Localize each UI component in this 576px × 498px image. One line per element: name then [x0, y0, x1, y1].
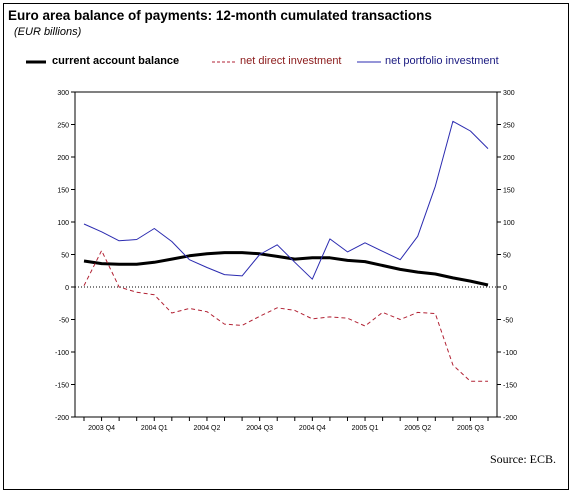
y-tick-label-left: 150	[57, 188, 69, 195]
x-tick-label: 2003 Q4	[88, 425, 115, 432]
y-tick-label-right: -150	[503, 383, 517, 390]
y-tick-label-right: -100	[503, 350, 517, 357]
y-tick-label-right: 150	[503, 188, 515, 195]
plot-area	[74, 91, 498, 418]
y-tick-label-right: -50	[503, 318, 513, 325]
y-tick-label-left: -50	[59, 318, 69, 325]
series-line-current-account	[83, 251, 489, 287]
x-tick-label: 2004 Q1	[141, 425, 168, 432]
y-tick-label-left: 250	[57, 123, 69, 130]
y-tick-label-left: -150	[55, 383, 69, 390]
legend-swatch-portfolio-investment	[357, 61, 381, 63]
source-note: Source: ECB.	[490, 452, 556, 466]
legend-label-portfolio-investment: net portfolio investment	[385, 55, 499, 67]
y-tick-label-left: -200	[55, 415, 69, 422]
y-tick-label-left: 0	[65, 285, 69, 292]
x-tick-label: 2005 Q1	[352, 425, 379, 432]
y-tick-label-left: 100	[57, 220, 69, 227]
y-tick-label-left: 300	[57, 90, 69, 97]
y-tick-label-right: 300	[503, 90, 515, 97]
legend-label-direct-investment: net direct investment	[240, 55, 342, 67]
x-tick-label: 2004 Q2	[194, 425, 221, 432]
y-tick-label-left: 200	[57, 155, 69, 162]
y-tick-label-right: 50	[503, 253, 511, 260]
chart-subtitle: (EUR billions)	[14, 26, 82, 38]
y-tick-label-right: 100	[503, 220, 515, 227]
series-line-portfolio-investment	[83, 120, 489, 280]
legend-swatch-current-account	[26, 60, 46, 64]
legend-swatch-direct-investment	[212, 61, 236, 63]
chart-frame	[3, 3, 569, 490]
y-tick-label-right: 250	[503, 123, 515, 130]
x-tick-label: 2005 Q2	[404, 425, 431, 432]
chart-title: Euro area balance of payments: 12-month …	[8, 8, 432, 23]
x-tick-label: 2005 Q3	[457, 425, 484, 432]
legend-label-current-account: current account balance	[52, 55, 180, 67]
x-tick-label: 2004 Q3	[246, 425, 273, 432]
y-tick-label-left: -100	[55, 350, 69, 357]
y-tick-label-right: -200	[503, 415, 517, 422]
y-tick-label-right: 200	[503, 155, 515, 162]
y-tick-label-right: 0	[503, 285, 507, 292]
series-line-direct-investment	[83, 250, 488, 382]
y-tick-label-left: 50	[61, 253, 69, 260]
x-tick-label: 2004 Q4	[299, 425, 326, 432]
